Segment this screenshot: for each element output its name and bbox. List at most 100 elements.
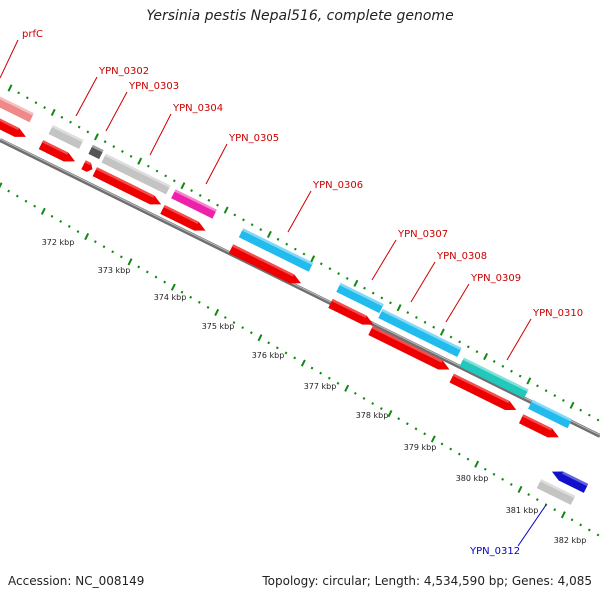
outer-tick bbox=[190, 189, 193, 192]
outer-tick bbox=[449, 335, 453, 339]
YPN_0308-box-body bbox=[378, 309, 462, 357]
gene-label-ypn-0304: YPN_0304 bbox=[172, 103, 223, 114]
outer-tick bbox=[180, 182, 186, 190]
outer-tick bbox=[553, 394, 557, 398]
outer-tick bbox=[458, 340, 462, 344]
inner-tick bbox=[170, 283, 176, 291]
kbp-label: 378 kbp bbox=[356, 411, 389, 420]
outer-tick bbox=[77, 125, 81, 129]
YPN_0312-box-shine bbox=[540, 479, 576, 499]
outer-tick bbox=[242, 218, 245, 222]
YPN_0308-arrow bbox=[368, 326, 450, 370]
outer-tick bbox=[276, 237, 280, 241]
inner-tick bbox=[387, 410, 393, 418]
YPN_0302-arrow-shine bbox=[42, 140, 69, 155]
inner-tick bbox=[587, 528, 591, 532]
inner-tick bbox=[102, 245, 106, 249]
YPN_0306-arrow bbox=[228, 244, 301, 284]
prfC-arrow-body bbox=[0, 114, 26, 137]
YPN_0305-box-body bbox=[171, 189, 217, 219]
accession-text: Accession: NC_008149 bbox=[8, 574, 145, 588]
inner-tick bbox=[492, 472, 496, 476]
YPN_0306-box bbox=[238, 228, 314, 272]
outer-tick bbox=[43, 106, 46, 109]
outer-tick bbox=[518, 374, 522, 378]
YPN_0307-box-body bbox=[336, 282, 384, 314]
YPN_0304-arrow-body bbox=[92, 167, 162, 205]
gene-label-ypn-0309: YPN_0309 bbox=[470, 273, 521, 284]
outer-tick bbox=[17, 91, 21, 95]
gene-labels: prfC YPN_0302 YPN_0303 YPN_0304 YPN_0305 YPN_… bbox=[0, 29, 583, 557]
YPN_0304-arrow bbox=[92, 167, 162, 205]
inner-tick bbox=[397, 417, 401, 421]
kbp-label: 372 kbp bbox=[42, 238, 75, 247]
inner-tick bbox=[197, 300, 201, 304]
YPN_0305-arrow-shine bbox=[163, 204, 199, 224]
leader-ypn-0307 bbox=[371, 239, 397, 281]
YPN_0307-arrow-body bbox=[328, 298, 374, 325]
YPN_0308-arrow-body bbox=[368, 326, 450, 370]
backbone-line bbox=[0, 138, 600, 438]
outer-tick bbox=[198, 193, 202, 197]
feature-track bbox=[0, 93, 589, 505]
YPN_0310-box-body bbox=[528, 399, 572, 429]
outer-tick bbox=[510, 369, 513, 373]
YPN_0304-box-body bbox=[101, 153, 171, 195]
inner-tick bbox=[76, 230, 80, 233]
kbp-label: 374 kbp bbox=[154, 293, 187, 302]
gene-label-ypn-0307: YPN_0307 bbox=[397, 229, 448, 240]
outer-tick bbox=[501, 364, 505, 368]
outer-tick bbox=[415, 316, 418, 319]
YPN_0309-box-body bbox=[459, 357, 529, 399]
outer-tick-ring bbox=[7, 84, 600, 422]
YPN_0307-box-shine bbox=[339, 282, 384, 307]
YPN_0302-arrow bbox=[38, 140, 76, 162]
YPN_0312-box bbox=[536, 479, 576, 505]
YPN_0304-box bbox=[101, 153, 171, 195]
gene-label-ypn-0310: YPN_0310 bbox=[532, 308, 583, 319]
outer-tick bbox=[285, 242, 289, 246]
kbp-label: 380 kbp bbox=[456, 474, 489, 483]
inner-tick bbox=[257, 334, 263, 342]
YPN_0302-box bbox=[48, 124, 84, 150]
outer-tick bbox=[544, 389, 548, 393]
inner-tick bbox=[570, 518, 574, 522]
outer-tick bbox=[216, 203, 219, 207]
YPN_0311-arrow-body bbox=[551, 471, 589, 493]
outer-tick bbox=[223, 206, 229, 214]
YPN_0311-arrow bbox=[551, 471, 589, 493]
outer-tick bbox=[337, 272, 340, 275]
inner-tick bbox=[457, 452, 461, 456]
outer-tick bbox=[328, 267, 332, 271]
inner-tick bbox=[336, 381, 340, 385]
YPN_0305-box-shine bbox=[174, 189, 217, 212]
outer-tick bbox=[112, 145, 116, 149]
inner-tick bbox=[249, 331, 253, 335]
YPN_0303-box-body bbox=[88, 144, 104, 160]
outer-tick bbox=[587, 413, 591, 417]
outer-tick bbox=[345, 276, 349, 280]
gene-label-prfc: prfC bbox=[22, 29, 43, 40]
outer-tick bbox=[310, 255, 316, 263]
inner-tick bbox=[93, 240, 97, 244]
inner-tick bbox=[430, 435, 436, 443]
outer-tick bbox=[319, 262, 323, 266]
gene-label-ypn-0308: YPN_0308 bbox=[436, 251, 487, 262]
outer-tick bbox=[121, 150, 124, 153]
outer-tick bbox=[596, 418, 600, 422]
inner-tick bbox=[579, 523, 583, 527]
outer-tick bbox=[389, 301, 392, 305]
inner-tick bbox=[232, 321, 236, 324]
YPN_0306-arrow-body bbox=[228, 244, 301, 284]
inner-tick bbox=[327, 376, 331, 380]
inner-tick bbox=[560, 511, 566, 519]
YPN_0309-arrow bbox=[449, 373, 517, 410]
outer-tick bbox=[266, 230, 272, 239]
outer-tick bbox=[207, 198, 211, 202]
YPN_0302-box-shine bbox=[51, 124, 84, 143]
outer-tick bbox=[562, 399, 565, 402]
inner-tick bbox=[111, 250, 115, 254]
YPN_0310-arrow bbox=[518, 414, 559, 438]
YPN_0309-box-shine bbox=[462, 357, 529, 392]
inner-tick bbox=[353, 391, 357, 395]
